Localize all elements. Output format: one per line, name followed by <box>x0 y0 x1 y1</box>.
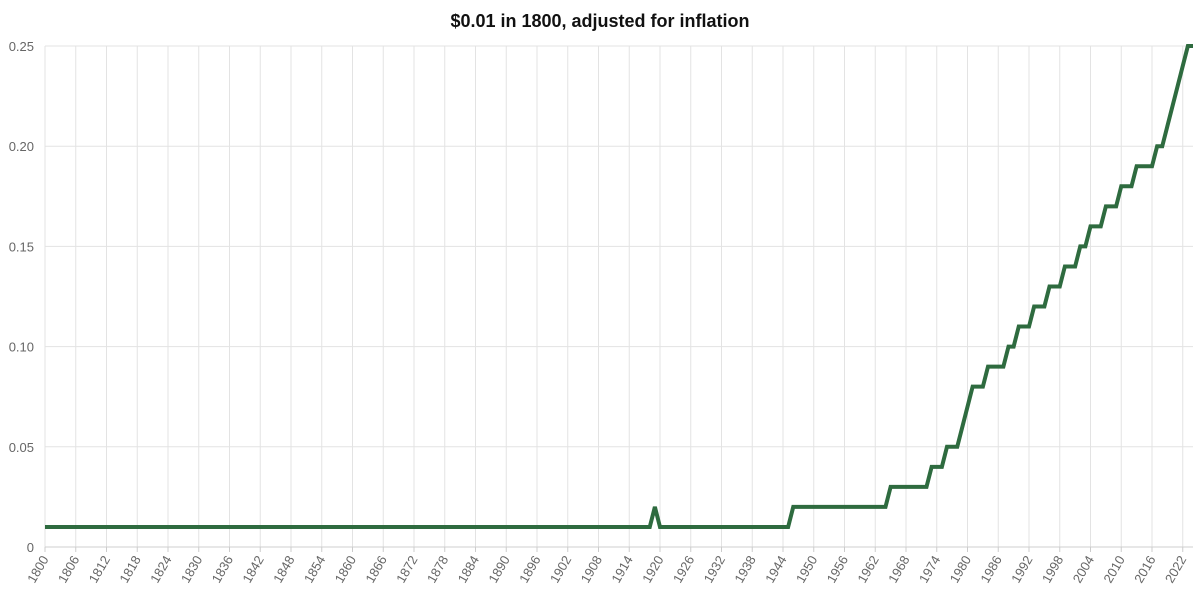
x-tick-label: 1860 <box>332 553 359 586</box>
y-tick-label: 0.15 <box>9 239 34 254</box>
y-tick-label: 0.20 <box>9 139 34 154</box>
y-tick-label: 0.10 <box>9 340 34 355</box>
x-tick-label: 1800 <box>24 553 51 586</box>
x-tick-label: 1932 <box>701 553 728 586</box>
y-tick-label: 0.05 <box>9 440 34 455</box>
x-tick-label: 1830 <box>178 553 205 586</box>
x-tick-label: 1986 <box>977 553 1004 586</box>
series-layer <box>45 44 1193 529</box>
x-tick-label: 1878 <box>424 553 451 586</box>
x-tick-label: 1908 <box>578 553 605 586</box>
x-tick-label: 1866 <box>362 553 389 586</box>
x-tick-label: 1896 <box>516 553 543 586</box>
x-tick-label: 1854 <box>301 553 328 586</box>
x-tick-label: 1806 <box>55 553 82 586</box>
x-tick-label: 2010 <box>1100 553 1127 586</box>
x-tick-label: 1848 <box>270 553 297 586</box>
x-tick-label: 1998 <box>1039 553 1066 586</box>
x-tick-label: 2004 <box>1070 553 1097 586</box>
x-tick-label: 1890 <box>485 553 512 586</box>
x-tick-label: 1842 <box>239 553 266 586</box>
x-tick-label: 1836 <box>209 553 236 586</box>
series-line <box>45 44 1193 529</box>
x-tick-label: 1992 <box>1008 553 1035 586</box>
x-tick-label: 1902 <box>547 553 574 586</box>
x-tick-label: 2016 <box>1131 553 1158 586</box>
y-tick-label: 0.25 <box>9 39 34 54</box>
x-tick-label: 2022 <box>1162 553 1189 586</box>
x-tick-label: 1812 <box>86 553 113 586</box>
x-tick-label: 1818 <box>116 553 143 586</box>
x-tick-label: 1962 <box>854 553 881 586</box>
x-tick-label: 1884 <box>455 553 482 586</box>
x-tick-label: 1968 <box>885 553 912 586</box>
x-tick-label: 1872 <box>393 553 420 586</box>
x-tick-label: 1980 <box>947 553 974 586</box>
x-tick-label: 1926 <box>670 553 697 586</box>
x-tick-label: 1974 <box>916 553 943 586</box>
x-tick-label: 1950 <box>793 553 820 586</box>
x-tick-label: 1956 <box>824 553 851 586</box>
x-tick-label: 1920 <box>639 553 666 586</box>
axis-layer: 1800 1806 1812 1818 1824 1830 1836 1842 1848 1854… <box>9 39 1190 586</box>
x-tick-label: 1944 <box>762 553 789 586</box>
x-tick-label: 1824 <box>147 553 174 586</box>
grid-layer <box>44 45 1193 548</box>
y-tick-label: 0 <box>27 540 34 555</box>
x-tick-label: 1914 <box>608 553 635 586</box>
x-tick-label: 1938 <box>731 553 758 586</box>
chart-title: $0.01 in 1800, adjusted for inflation <box>450 11 750 31</box>
